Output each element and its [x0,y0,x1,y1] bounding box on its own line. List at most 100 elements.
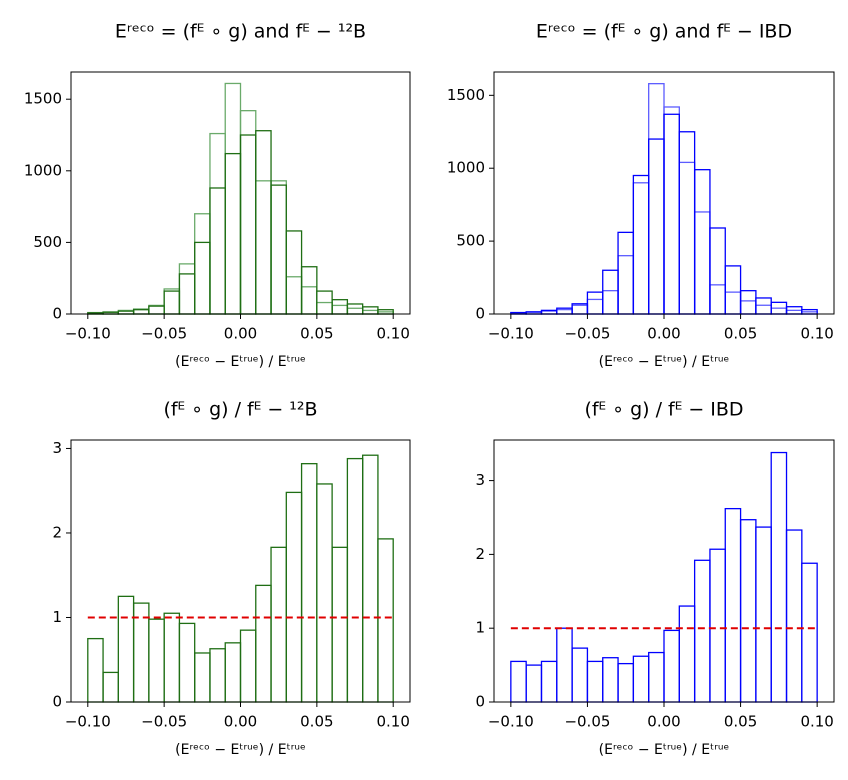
y-tick-label: 1 [475,619,485,637]
x-tick-label: −0.05 [564,325,610,343]
histogram-bar [617,662,635,703]
y-tick-label: 1 [52,608,62,626]
x-tick-label: 0.10 [376,713,409,731]
histogram-bar [346,303,364,315]
histogram-bar [209,132,226,315]
histogram-bar [300,463,318,703]
x-tick-label: 0.05 [300,325,333,343]
histogram-bar [209,187,226,315]
histogram-bar [132,309,150,315]
histogram-bar [239,629,257,703]
x-axis-label: (Eʳᵉᶜᵒ − Eᵗʳᵘᵉ) / Eᵗʳᵘᵉ [599,742,730,758]
histogram-bar [331,304,349,315]
histogram-bar [285,230,303,315]
subplot-title: Eʳᵉᶜᵒ = (fᴱ ∘ g) and fᴱ − ¹²B [115,21,366,43]
x-tick-label: −0.10 [488,713,534,731]
x-tick-label: 0.00 [647,713,680,731]
x-tick-label: 0.00 [224,713,257,731]
histogram-bar [586,291,604,315]
histogram-bar [178,622,196,703]
histogram-bar [709,227,726,315]
histogram-bar [224,152,242,315]
histogram-bar [224,82,242,315]
x-tick-label: −0.05 [564,713,610,731]
y-tick-label: 3 [52,439,62,457]
histogram-bar [163,288,181,315]
histogram-bar [693,169,711,315]
x-tick-label: 0.00 [224,325,257,343]
histogram-bar [770,307,788,315]
x-tick-label: 0.05 [724,713,757,731]
x-tick-label: 0.10 [800,325,833,343]
histogram-bar [617,255,635,315]
histogram-bar [362,454,379,703]
histogram-bar [209,648,226,703]
histogram-bar [377,538,394,703]
histogram-bar [194,652,211,703]
histogram-bar [755,297,772,315]
histogram-bar [285,276,303,315]
histogram-bar [331,299,349,315]
histogram-bar [194,241,211,315]
histogram-bar [571,647,589,703]
histogram-bar [525,664,543,703]
histogram-bar [346,457,364,703]
x-axis-label: (Eʳᵉᶜᵒ − Eᵗʳᵘᵉ) / Eᵗʳᵘᵉ [175,354,306,370]
histogram-bar [117,595,135,703]
histogram-bar [632,174,650,315]
x-tick-label: 0.10 [376,325,409,343]
histogram-bar [556,627,573,703]
histogram-bar [648,138,665,315]
histogram-bar [785,529,803,703]
histogram-bar [739,300,757,315]
histogram-bar [678,161,696,315]
histogram-bar [540,309,558,315]
histogram-bar [300,286,318,315]
y-tick-label: 500 [33,233,62,251]
histogram-bar [663,629,680,703]
histogram-bar [285,491,303,703]
histogram-bar [270,546,287,703]
y-tick-label: 3 [475,471,485,489]
histogram-bar [148,305,165,315]
histogram-bar [724,291,742,315]
x-tick-label: 0.05 [300,713,333,731]
x-tick-label: −0.10 [65,713,111,731]
histogram-bar [739,290,757,315]
histogram-bar [239,110,257,315]
y-tick-label: 0 [475,693,485,711]
x-tick-label: −0.10 [65,325,111,343]
histogram-bar [663,106,680,315]
histogram-bar [194,213,211,315]
x-tick-label: 0.10 [800,713,833,731]
histogram-bar [163,290,181,315]
histogram-bar [755,526,772,703]
y-tick-label: 2 [52,523,62,541]
subplot-title: (fᴱ ∘ g) / fᴱ − IBD [584,399,743,421]
histogram-bar [178,263,196,315]
histogram-bar [316,301,333,315]
y-tick-label: 2 [475,545,485,563]
histogram-bar [239,134,257,315]
histogram-bar [602,290,619,315]
histogram-bar [540,660,558,703]
x-tick-label: 0.05 [724,325,757,343]
histogram-bar [602,657,619,703]
y-tick-label: 1000 [24,161,62,179]
y-tick-label: 1500 [24,90,62,108]
x-tick-label: −0.05 [141,325,187,343]
histogram-bar [255,584,272,703]
y-tick-label: 500 [456,232,485,250]
x-axis-label: (Eʳᵉᶜᵒ − Eᵗʳᵘᵉ) / Eᵗʳᵘᵉ [175,742,306,758]
histogram-bar [602,269,619,315]
histogram-bar [709,548,726,703]
histogram-bar [755,304,772,315]
histogram-bar [770,451,788,703]
histogram-bar [556,308,573,315]
histogram-bar [270,180,287,315]
histogram-bar [102,671,119,703]
histogram-bar [316,483,333,703]
x-tick-label: 0.00 [647,325,680,343]
histogram-bar [724,265,742,315]
histogram-bar [693,211,711,315]
